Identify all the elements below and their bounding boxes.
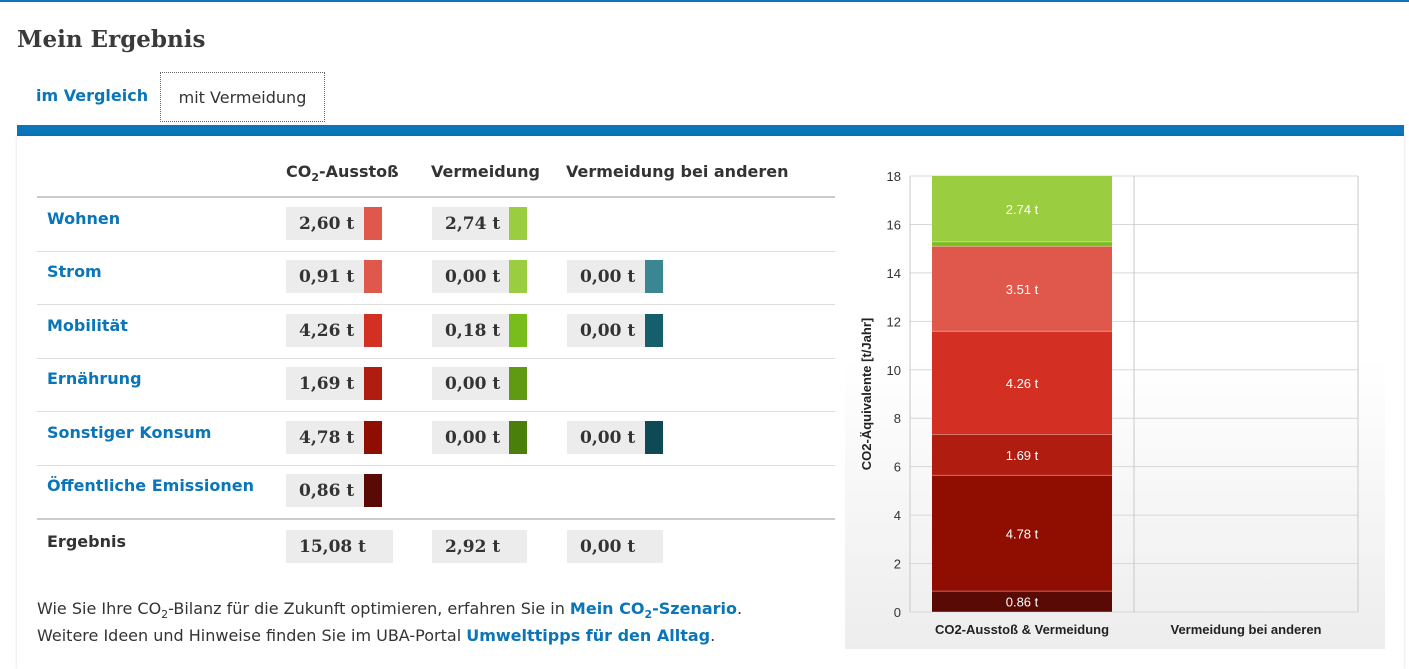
y-tick-label: 16: [887, 217, 901, 232]
emission-value: 4,26 t: [286, 314, 364, 347]
emission-value: 2,60 t: [286, 207, 364, 240]
emission-color-swatch: [364, 421, 382, 454]
emission-color-swatch: [364, 367, 382, 400]
table-divider: [37, 518, 835, 520]
y-tick-label: 6: [894, 460, 901, 475]
total-label: Ergebnis: [47, 532, 126, 551]
y-tick-label: 14: [887, 266, 901, 281]
y-tick-label: 12: [887, 314, 901, 329]
category-link[interactable]: Strom: [47, 262, 102, 281]
bar-segment: [932, 246, 1112, 332]
bar-segment: [932, 176, 1112, 242]
x-category-label: Vermeidung bei anderen: [1171, 622, 1322, 637]
segment-data-label: 2.74 t: [1006, 202, 1039, 217]
avoidance-value: 0,00 t: [432, 367, 509, 400]
avoidance-value: 2,74 t: [432, 207, 509, 240]
total-emission-value: 15,08 t: [286, 530, 393, 563]
header-avoidance: Vermeidung: [431, 162, 540, 181]
bar-segment: [932, 475, 1112, 592]
avoidance-color-swatch: [509, 314, 527, 347]
top-accent-line: [0, 0, 1409, 2]
avoidance-color-swatch: [509, 207, 527, 240]
table-divider: [37, 196, 835, 198]
emission-value: 0,91 t: [286, 260, 364, 293]
y-tick-label: 8: [894, 411, 901, 426]
y-tick-label: 0: [894, 605, 901, 620]
row-divider: [37, 411, 835, 412]
tab-content-bar: [17, 125, 1404, 136]
y-tick-label: 18: [887, 169, 901, 184]
others-value: 0,00 t: [567, 260, 645, 293]
emission-value: 0,86 t: [286, 474, 364, 507]
row-divider: [37, 465, 835, 466]
segment-data-label: 4.26 t: [1006, 376, 1039, 391]
emission-color-swatch: [364, 207, 382, 240]
y-tick-label: 4: [894, 508, 901, 523]
others-value: 0,00 t: [567, 314, 645, 347]
category-link[interactable]: Mobilität: [47, 316, 128, 335]
segment-data-label: 0.86 t: [1006, 595, 1039, 610]
bar-segment: [932, 591, 1112, 612]
total-avoidance-value: 2,92 t: [432, 530, 527, 563]
segment-data-label: 1.69 t: [1006, 448, 1039, 463]
emission-color-swatch: [364, 314, 382, 347]
emission-value: 4,78 t: [286, 421, 364, 454]
category-link[interactable]: Sonstiger Konsum: [47, 423, 212, 442]
emission-color-swatch: [364, 474, 382, 507]
y-axis-label: CO2-Äquivalente [t/Jahr]: [859, 318, 874, 470]
emission-value: 1,69 t: [286, 367, 364, 400]
bar-segment: [932, 241, 1112, 247]
avoidance-value: 0,00 t: [432, 260, 509, 293]
category-link[interactable]: Öffentliche Emissionen: [47, 476, 254, 495]
tab-mit-vermeidung[interactable]: mit Vermeidung: [160, 72, 325, 122]
others-value: 0,00 t: [567, 421, 645, 454]
tab-im-vergleich[interactable]: im Vergleich: [36, 86, 149, 105]
chart-container: 0 2 4 6 8 10 12 14 16 18 0.86 t 4.78 t 1.69 t 4.26 t 3…: [845, 162, 1385, 649]
emission-color-swatch: [364, 260, 382, 293]
avoidance-color-swatch: [509, 367, 527, 400]
page-title: Mein Ergebnis: [17, 26, 206, 53]
x-category-label: CO2-Ausstoß & Vermeidung: [935, 622, 1109, 637]
others-color-swatch: [645, 421, 663, 454]
avoidance-value: 0,00 t: [432, 421, 509, 454]
avoidance-color-swatch: [509, 421, 527, 454]
bar-segment: [932, 331, 1112, 435]
bar-segment: [932, 434, 1112, 476]
category-link[interactable]: Ernährung: [47, 369, 142, 388]
footer-line-2: Weitere Ideen und Hinweise finden Sie im…: [37, 626, 716, 645]
header-avoidance-others: Vermeidung bei anderen: [566, 162, 789, 181]
avoidance-value: 0,18 t: [432, 314, 509, 347]
row-divider: [37, 358, 835, 359]
header-emission: CO2-Ausstoß: [286, 162, 399, 185]
segment-data-label: 3.51 t: [1006, 282, 1039, 297]
avoidance-color-swatch: [509, 260, 527, 293]
y-tick-label: 2: [894, 557, 901, 572]
link-umwelttipps[interactable]: Umwelttipps für den Alltag: [466, 626, 711, 645]
footer-line-1: Wie Sie Ihre CO2-Bilanz für die Zukunft …: [37, 599, 743, 622]
segment-data-label: 4.78 t: [1006, 526, 1039, 541]
stacked-bar-chart: 0 2 4 6 8 10 12 14 16 18 0.86 t 4.78 t 1.69 t 4.26 t 3…: [859, 169, 1359, 637]
row-divider: [37, 251, 835, 252]
row-divider: [37, 304, 835, 305]
link-co2-szenario[interactable]: Mein CO2-Szenario: [569, 599, 738, 622]
category-link[interactable]: Wohnen: [47, 209, 121, 228]
others-color-swatch: [645, 260, 663, 293]
others-color-swatch: [645, 314, 663, 347]
total-others-value: 0,00 t: [567, 530, 663, 563]
y-tick-label: 10: [887, 363, 901, 378]
